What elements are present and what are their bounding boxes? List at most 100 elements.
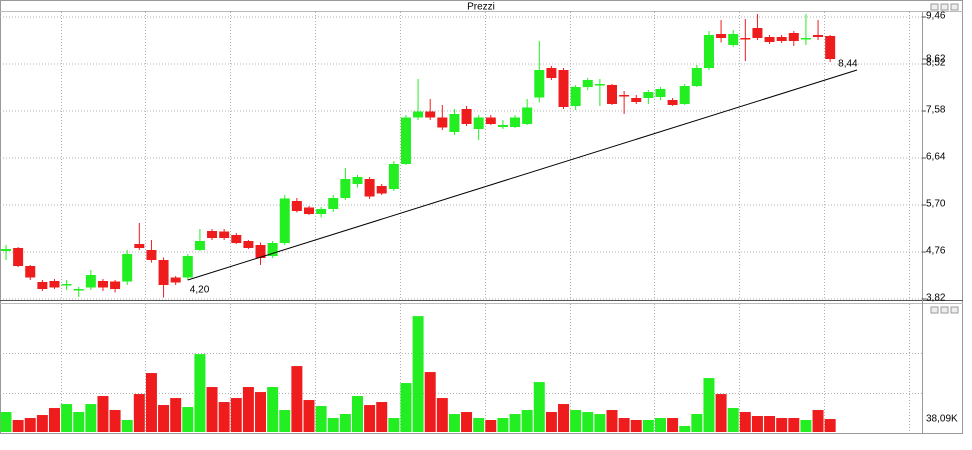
candle-body: [49, 281, 60, 288]
candle-body: [437, 117, 448, 128]
candle-body: [97, 281, 108, 288]
volume-bar: [812, 410, 824, 432]
candle-body: [800, 38, 811, 40]
button[interactable]: [930, 306, 939, 314]
candle-body: [510, 117, 521, 127]
candle-body: [558, 70, 569, 107]
volume-bar: [400, 383, 412, 432]
volume-bar: [485, 420, 497, 432]
button[interactable]: [950, 306, 959, 314]
candle-body: [170, 277, 181, 283]
volume-bar: [424, 372, 436, 432]
candle-body: [13, 248, 24, 266]
candle-body: [146, 250, 157, 260]
candle-body: [497, 125, 508, 127]
candle-body: [255, 245, 266, 258]
candle-body: [546, 68, 557, 78]
candle-body: [461, 109, 472, 124]
candle-body: [219, 231, 230, 238]
candle-body: [740, 38, 751, 40]
y-tick-label: 8,52: [926, 58, 946, 69]
candle-body: [570, 87, 581, 106]
volume-bar: [667, 418, 679, 432]
volume-bar: [473, 418, 485, 432]
candle-body: [776, 37, 787, 41]
volume-bar: [739, 412, 751, 432]
candle-body: [279, 198, 290, 243]
candle-body: [73, 289, 84, 291]
candle-body: [110, 281, 121, 289]
volume-bar: [606, 410, 618, 432]
candle-body: [194, 241, 205, 250]
volume-bar: [73, 412, 85, 432]
volume-bar: [267, 387, 279, 432]
candle-body: [85, 275, 96, 288]
y-tick-label: 9,46: [926, 11, 946, 22]
frame: [0, 0, 963, 434]
volume-bar: [558, 404, 570, 432]
volume-bar: [279, 410, 291, 432]
candle-body: [667, 100, 678, 105]
volume-bar: [158, 405, 170, 432]
volume-bar: [315, 406, 327, 432]
volume-bar: [497, 418, 509, 432]
volume-bar: [436, 398, 448, 432]
volume-bar: [679, 426, 691, 432]
volume-bar: [303, 400, 315, 432]
volume-bar: [206, 387, 218, 432]
volume-bar: [255, 392, 267, 432]
volume-bar: [545, 412, 557, 432]
candle-body: [400, 117, 411, 164]
candle-body: [352, 177, 363, 184]
candle-body: [594, 84, 605, 86]
candle-body: [764, 37, 775, 42]
volume-label: 38,09K: [926, 414, 958, 425]
candle-body: [231, 235, 242, 243]
candle-body: [703, 35, 714, 68]
volume-bar: [0, 412, 12, 432]
volume-bar: [594, 414, 606, 432]
candle-body: [134, 244, 145, 248]
button[interactable]: [940, 306, 949, 314]
y-tick-label: 7,58: [926, 105, 946, 116]
button[interactable]: [950, 3, 959, 11]
volume-bar: [448, 414, 460, 432]
candle-body: [1, 249, 11, 251]
candle-body: [582, 80, 593, 87]
volume-bar: [121, 420, 133, 432]
volume-bar: [97, 396, 109, 432]
button[interactable]: [940, 3, 949, 11]
candle-body: [388, 164, 399, 189]
y-tick-label: 6,64: [926, 152, 946, 163]
candle-body: [473, 117, 484, 129]
chart-title: Prezzi: [467, 2, 495, 13]
candle-body: [243, 241, 254, 248]
volume-bar: [182, 407, 194, 432]
button[interactable]: [930, 3, 939, 11]
candle-body: [267, 243, 278, 256]
volume-bar: [461, 412, 473, 432]
candle-body: [25, 266, 36, 278]
volume-bar: [776, 418, 788, 432]
candle-body: [316, 209, 327, 214]
y-tick-label: 5,70: [926, 199, 946, 210]
candle-body: [788, 33, 799, 41]
candle-body: [449, 114, 460, 132]
candle-body: [413, 111, 424, 118]
candle-body: [291, 201, 302, 211]
candle-body: [607, 85, 617, 104]
candle-body: [376, 186, 387, 194]
candle-body: [813, 35, 824, 37]
candle-body: [182, 256, 193, 278]
candle-body: [364, 179, 375, 197]
volume-bar: [691, 414, 703, 432]
candle-body: [304, 207, 314, 214]
volume-bar: [291, 366, 303, 432]
volume-bar: [788, 418, 800, 432]
volume-bar: [533, 382, 545, 432]
candle-body: [485, 117, 496, 124]
window-buttons: [930, 3, 959, 314]
last-price-label: 8,62: [926, 54, 946, 65]
candle-body: [158, 260, 169, 285]
